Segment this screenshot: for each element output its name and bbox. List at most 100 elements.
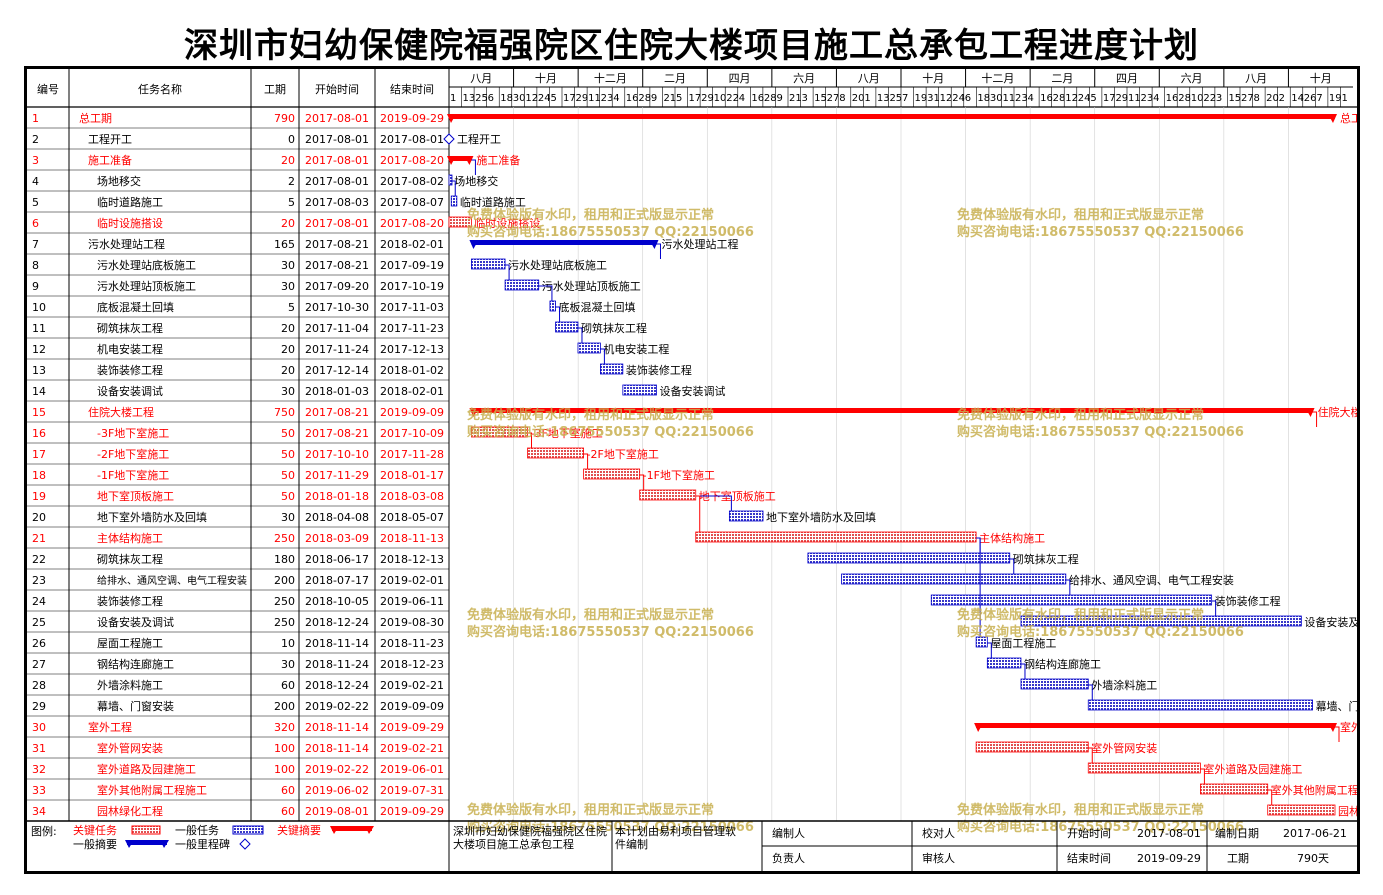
- task-start: 2019-02-22: [305, 763, 369, 776]
- header-id: 编号: [37, 82, 59, 96]
- day-tick-label: 18: [500, 93, 513, 104]
- day-tick-label: 25: [889, 93, 902, 104]
- task-duration: 200: [274, 574, 295, 587]
- legend-normal-summary-cap: [160, 840, 169, 848]
- summary-bar-end-cap: [464, 156, 474, 165]
- task-bar: [1087, 762, 1201, 774]
- task-name: 设备安装调试: [97, 384, 163, 398]
- day-tick-label: 30: [990, 93, 1003, 104]
- bar-label: -2F地下室施工: [587, 447, 659, 461]
- task-id: 4: [32, 175, 39, 188]
- task-start: 2017-08-21: [305, 238, 369, 251]
- task-id: 24: [32, 595, 46, 608]
- month-label: 十二月: [981, 71, 1014, 85]
- bar-label: 底板混凝土回填: [559, 300, 636, 314]
- day-tick-label: 28: [1053, 93, 1066, 104]
- day-tick-label: 29: [1115, 93, 1128, 104]
- task-duration: 250: [274, 595, 295, 608]
- task-name: 住院大楼工程: [88, 405, 154, 419]
- day-tick-label: 27: [1241, 93, 1254, 104]
- task-name: 污水处理站底板施工: [97, 258, 196, 272]
- day-tick-label: 1: [864, 93, 870, 104]
- task-id: 17: [32, 448, 46, 461]
- task-id: 13: [32, 364, 46, 377]
- task-bar: [807, 552, 1011, 564]
- watermark-text: 购买咨询电话:18675550537 QQ:22150066: [467, 424, 754, 440]
- bar-label: 工程开工: [457, 133, 501, 146]
- month-label: 四月: [729, 72, 751, 85]
- task-duration: 250: [274, 616, 295, 629]
- day-tick-label: 3: [802, 93, 808, 104]
- task-duration: 60: [281, 784, 295, 797]
- task-start: 2019-08-01: [305, 805, 369, 818]
- bar-label: 地下室顶板施工: [699, 489, 776, 503]
- footer-end-label: 结束时间: [1067, 852, 1111, 865]
- month-label: 六月: [1181, 72, 1203, 85]
- day-tick-label: 11: [1002, 93, 1015, 104]
- month-label: 二月: [664, 72, 686, 85]
- task-id: 29: [32, 700, 46, 713]
- task-start: 2018-01-03: [305, 385, 369, 398]
- day-tick-label: 1: [1341, 93, 1347, 104]
- legend-normal-summary-cap: [125, 840, 134, 848]
- task-end: 2017-12-13: [380, 343, 444, 356]
- bar-label: -3F地下室施工: [531, 426, 603, 440]
- task-bar: [450, 195, 458, 207]
- task-start: 2018-10-05: [305, 595, 369, 608]
- task-name: 场地移交: [97, 174, 141, 188]
- day-tick-label: 2: [1279, 93, 1285, 104]
- task-bar: [695, 531, 977, 543]
- task-id: 26: [32, 637, 46, 650]
- legend-normal-summary-swatch: [127, 840, 167, 845]
- legend-critical-task-swatch: [131, 825, 161, 835]
- month-label: 十月: [1310, 71, 1332, 85]
- task-name: 主体结构施工: [97, 531, 163, 545]
- task-duration: 320: [274, 721, 295, 734]
- day-tick-label: 11: [588, 93, 601, 104]
- summary-bar: [471, 240, 657, 245]
- task-end: 2019-02-01: [380, 574, 444, 587]
- task-bar: [549, 300, 556, 312]
- footer-duration-label: 工期: [1227, 852, 1249, 865]
- dependency-link: [527, 432, 533, 448]
- task-start: 2018-12-24: [305, 616, 369, 629]
- dependency-link: [451, 180, 456, 196]
- task-name: 总工期: [79, 111, 112, 125]
- summary-bar: [976, 723, 1335, 728]
- bar-label: 地下室外墙防水及回填: [766, 510, 876, 524]
- task-start: 2017-11-04: [305, 322, 369, 335]
- task-end: 2019-09-09: [380, 700, 444, 713]
- task-bar: [600, 363, 624, 375]
- day-tick-label: 4: [613, 93, 619, 104]
- dependency-link: [538, 285, 553, 301]
- task-end: 2017-08-02: [380, 175, 444, 188]
- task-name: 钢结构连廊施工: [97, 657, 174, 671]
- summary-bar-end-cap: [1328, 723, 1337, 732]
- task-id: 6: [32, 217, 39, 230]
- legend-milestone-label: 一般里程碑: [175, 838, 230, 851]
- dependency-link: [987, 642, 992, 658]
- task-bar: [527, 447, 584, 459]
- day-tick-label: 25: [475, 93, 488, 104]
- task-duration: 20: [281, 154, 295, 167]
- legend-critical-summary-cap: [365, 826, 374, 834]
- day-tick-label: 13: [463, 93, 476, 104]
- footer-auditor-label: 审核人: [922, 851, 955, 865]
- task-id: 11: [32, 322, 46, 335]
- dependency-link: [656, 243, 661, 259]
- bar-label: 幕墙、门窗安装: [1316, 699, 1357, 713]
- task-start: 2019-02-22: [305, 700, 369, 713]
- task-name: 底板混凝土回填: [97, 300, 174, 314]
- summary-bar-start-cap: [469, 408, 479, 417]
- task-name: 地下室外墙防水及回填: [97, 510, 207, 524]
- watermark-text: 免费体验版有水印，租用和正式版显示正常: [467, 802, 714, 818]
- dependency-link: [1088, 684, 1093, 700]
- task-name: 临时道路施工: [97, 195, 163, 209]
- day-tick-label: 16: [1040, 93, 1053, 104]
- legend-title: 图例:: [31, 824, 57, 838]
- task-name: 室外管网安装: [97, 741, 163, 755]
- watermark-text: 购买咨询电话:18675550537 QQ:22150066: [957, 224, 1244, 240]
- task-id: 3: [32, 154, 39, 167]
- bar-label: 污水处理站顶板施工: [542, 279, 641, 293]
